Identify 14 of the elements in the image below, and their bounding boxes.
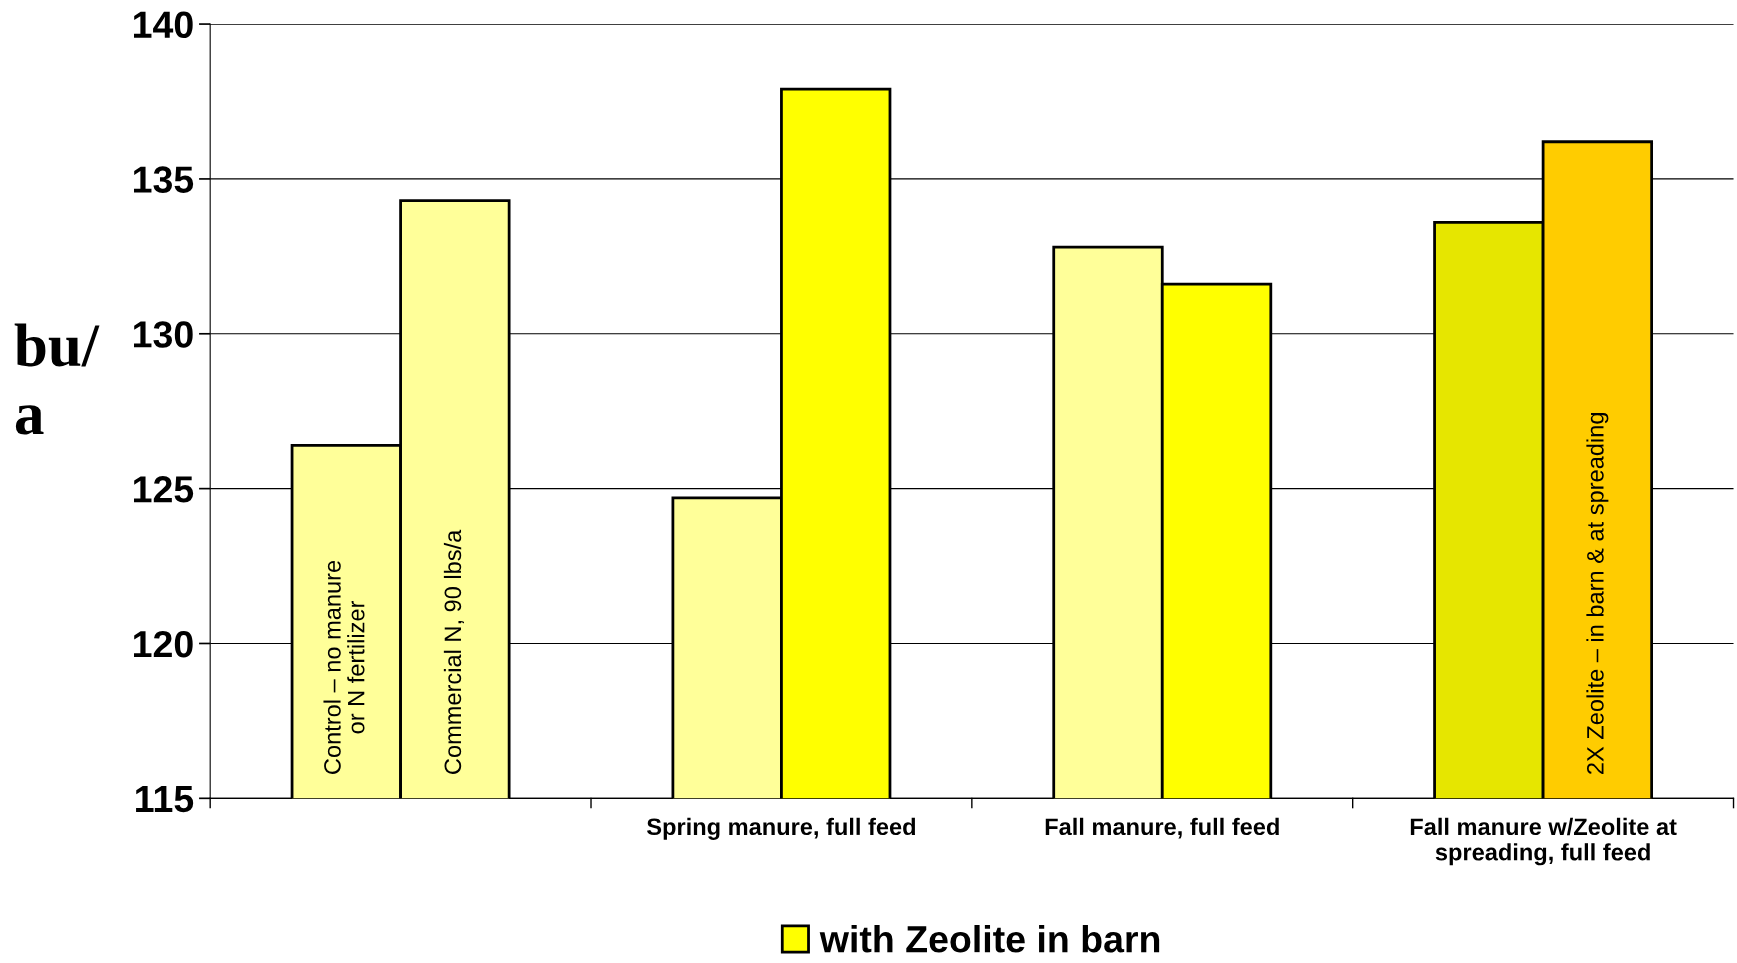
y-tick-label: 120 <box>134 630 193 658</box>
x-tick-label: Fall manure, full feed <box>1045 817 1279 839</box>
y-axis-title: bu/ a <box>14 323 100 435</box>
annotation: Commercial N, 90 lbs/a <box>443 529 464 774</box>
y-tick-label: 135 <box>134 166 194 193</box>
y-tick-label: 140 <box>134 11 193 39</box>
annotation: Control – no manure or N fertilizer <box>323 560 365 774</box>
x-tick-label: Spring manure, full feed <box>647 817 916 840</box>
y-tick-label: 115 <box>136 786 194 813</box>
x-tick-label: Fall manure w/Zeolite at spreading, full feed <box>1410 817 1677 866</box>
y-tick-label: 130 <box>134 321 193 348</box>
annotation: 2X Zeolite – in barn & at spreading <box>1586 413 1609 774</box>
legend-label: with Zeolite in barn <box>819 924 1160 953</box>
y-tick-label: 125 <box>134 476 194 503</box>
